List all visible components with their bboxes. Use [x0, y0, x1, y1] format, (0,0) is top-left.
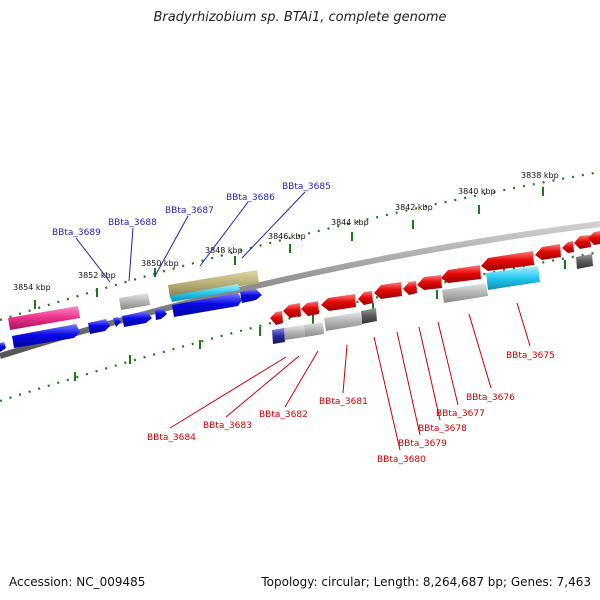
gene-cyan-fwd — [170, 284, 240, 302]
gene-dark-2 — [576, 254, 593, 269]
gene-label-bbta-3683: BBta_3683 — [203, 421, 252, 431]
gene-label-bbta-3677: BBta_3677 — [436, 409, 485, 419]
gene-blue-3 — [113, 317, 121, 327]
scale-label-3850: 3850 kbp — [141, 259, 179, 268]
gene-red-2 — [283, 303, 301, 318]
forward-leader-lines — [75, 191, 306, 283]
gene-blue-2 — [88, 319, 110, 334]
gene-red-1 — [270, 311, 283, 325]
reverse-leader-lines — [169, 302, 531, 451]
gene-red-12 — [562, 241, 574, 253]
gene-red-4 — [321, 294, 356, 311]
forward-labels: BBta_3685 BBta_3686 BBta_3687 BBta_3688 … — [52, 182, 331, 238]
gene-blue-1 — [12, 324, 80, 348]
gene-blue-7 — [240, 289, 262, 303]
gene-label-bbta-3681: BBta_3681 — [319, 397, 368, 407]
gene-label-bbta-3689: BBta_3689 — [52, 228, 101, 238]
gene-label-bbta-3686: BBta_3686 — [226, 193, 275, 203]
outer-tick-ring — [0, 170, 600, 322]
gene-label-bbta-3676: BBta_3676 — [466, 393, 515, 403]
gene-blue-0 — [0, 342, 6, 352]
forward-genes — [0, 270, 262, 352]
gene-blue-5 — [155, 308, 167, 320]
gene-red-9 — [441, 265, 481, 283]
gene-blue-6 — [172, 293, 242, 317]
gene-khaki — [168, 270, 259, 298]
genome-backbone — [0, 221, 600, 359]
gene-label-bbta-3678: BBta_3678 — [418, 424, 467, 434]
scale-label-3854: 3854 kbp — [13, 283, 51, 292]
accession-text: Accession: NC_009485 — [9, 575, 146, 589]
gene-red-6 — [374, 282, 402, 299]
scale-label-3844: 3844 kbp — [331, 218, 369, 227]
gene-red-11 — [535, 244, 561, 260]
gene-label-bbta-3682: BBta_3682 — [259, 410, 308, 420]
gene-grey-fwd — [119, 293, 150, 310]
scale-label-3840: 3840 kbp — [458, 187, 496, 196]
gene-label-bbta-3675: BBta_3675 — [506, 351, 555, 361]
gene-cyan-rev — [486, 266, 540, 290]
gene-grey-4 — [442, 283, 488, 303]
gene-label-bbta-3687: BBta_3687 — [165, 206, 214, 216]
gene-red-13 — [574, 235, 591, 249]
gene-red-3 — [301, 301, 319, 316]
gene-grey-3 — [324, 312, 362, 331]
scale-label-3852: 3852 kbp — [78, 271, 116, 280]
reverse-genes — [270, 231, 600, 344]
gene-dark-1 — [361, 308, 377, 324]
map-title: Bradyrhizobium sp. BTAi1, complete genom… — [153, 10, 447, 25]
gene-pink — [8, 306, 80, 330]
gene-grey-2 — [304, 322, 324, 337]
gene-red-5 — [358, 291, 373, 305]
gene-blue-4 — [122, 311, 152, 327]
gene-label-bbta-3680: BBta_3680 — [377, 455, 426, 465]
gene-red-8 — [417, 275, 442, 290]
gene-grey-1 — [284, 325, 305, 340]
scale-label-3848: 3848 kbp — [205, 246, 243, 255]
reverse-labels: BBta_3675 BBta_3676 BBta_3677 BBta_3678 … — [147, 351, 555, 465]
scale-label-3838: 3838 kbp — [521, 171, 559, 180]
gene-label-bbta-3679: BBta_3679 — [398, 439, 447, 449]
gene-red-7 — [403, 281, 417, 295]
gene-red-10 — [481, 251, 534, 271]
scale-label-3842: 3842 kbp — [395, 203, 433, 212]
gene-label-bbta-3688: BBta_3688 — [108, 218, 157, 228]
gene-label-bbta-3685: BBta_3685 — [282, 182, 331, 192]
scale-label-3846: 3846 kbp — [268, 232, 306, 241]
genome-summary-text: Topology: circular; Length: 8,264,687 bp… — [261, 575, 591, 589]
outer-major-ticks — [34, 187, 544, 309]
gene-red-14 — [588, 231, 600, 245]
gene-navy-1 — [272, 328, 285, 344]
scale-labels: 3838 kbp 3840 kbp 3842 kbp 3844 kbp 3846… — [13, 171, 559, 292]
gene-label-bbta-3684: BBta_3684 — [147, 433, 196, 443]
